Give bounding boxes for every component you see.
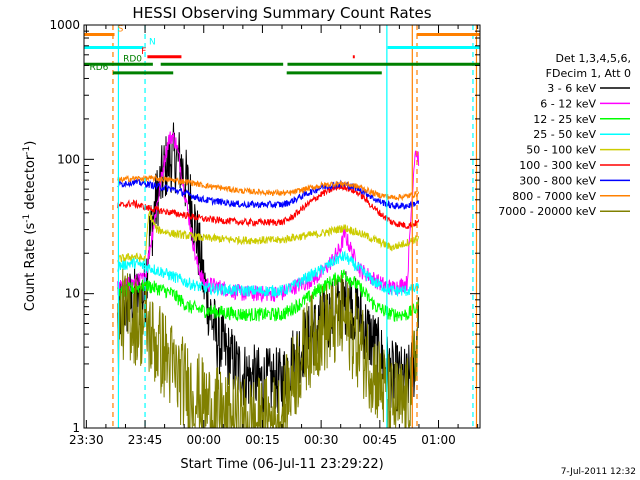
y-tick-label-3: 1000: [49, 18, 80, 32]
x-tick-label-3: 00:15: [245, 433, 280, 447]
legend: Det 1,3,4,5,6, FDecim 1, Att 0 3 - 6 keV…: [498, 52, 631, 218]
legend-label-4: 50 - 100 keV: [526, 144, 596, 157]
legend-label-8: 7000 - 20000 keV: [498, 205, 596, 218]
x-axis-label: Start Time (06-Jul-11 23:29:22): [180, 457, 383, 472]
y-tick-label-1: 10: [65, 287, 80, 301]
y-axis-label-main: Count Rate (s: [23, 223, 38, 312]
series-line-5: [117, 183, 420, 230]
x-tick-label-6: 01:00: [421, 433, 456, 447]
x-tick-label-5: 00:45: [363, 433, 398, 447]
series-line-6: [117, 178, 420, 210]
legend-label-1: 6 - 12 keV: [540, 97, 596, 110]
series-line-4: [117, 210, 420, 263]
flag-label-1: N: [149, 37, 156, 47]
x-tick-label-4: 00:30: [304, 433, 339, 447]
y-tick-label-0: 1: [72, 421, 80, 435]
series-line-8: [117, 268, 420, 428]
legend-label-7: 800 - 7000 keV: [512, 190, 596, 203]
legend-label-3: 25 - 50 keV: [533, 128, 596, 141]
legend-header-1: Det 1,3,4,5,6,: [555, 52, 631, 65]
y-axis-label-end: ): [23, 141, 38, 146]
legend-label-2: 12 - 25 keV: [533, 113, 596, 126]
series-line-3: [117, 250, 420, 298]
y-axis-label-sup1: -1: [22, 214, 32, 223]
legend-label-6: 300 - 800 keV: [519, 174, 596, 187]
legend-label-0: 3 - 6 keV: [547, 82, 596, 95]
plot-traces: [117, 122, 420, 428]
footer-date: 7-Jul-2011 12:32: [561, 467, 636, 477]
x-tick-label-0: 23:30: [69, 433, 104, 447]
x-tick-label-1: 23:45: [128, 433, 163, 447]
legend-label-5: 100 - 300 keV: [519, 159, 596, 172]
axis-ticks: 23:30 23:45 00:00 00:15 00:30 00:45 01:00 1 10 10…: [49, 18, 480, 447]
chart-title: HESSI Observing Summary Count Rates: [132, 4, 431, 22]
y-axis-label-sup2: -1: [22, 146, 32, 155]
y-axis-label: Count Rate (s-1 detector-1): [22, 141, 38, 312]
flag-label-3: RD0: [123, 54, 142, 64]
y-axis-label-mid: detector: [23, 154, 38, 214]
legend-header-2: FDecim 1, Att 0: [546, 67, 631, 80]
flag-label-4: RD6: [89, 63, 108, 73]
y-tick-label-2: 100: [57, 152, 80, 166]
x-tick-label-2: 00:00: [186, 433, 221, 447]
flag-label-0: S: [118, 24, 124, 34]
series-line-2: [117, 269, 420, 323]
flag-label-2: F: [141, 47, 146, 57]
series-line-7: [117, 174, 420, 202]
